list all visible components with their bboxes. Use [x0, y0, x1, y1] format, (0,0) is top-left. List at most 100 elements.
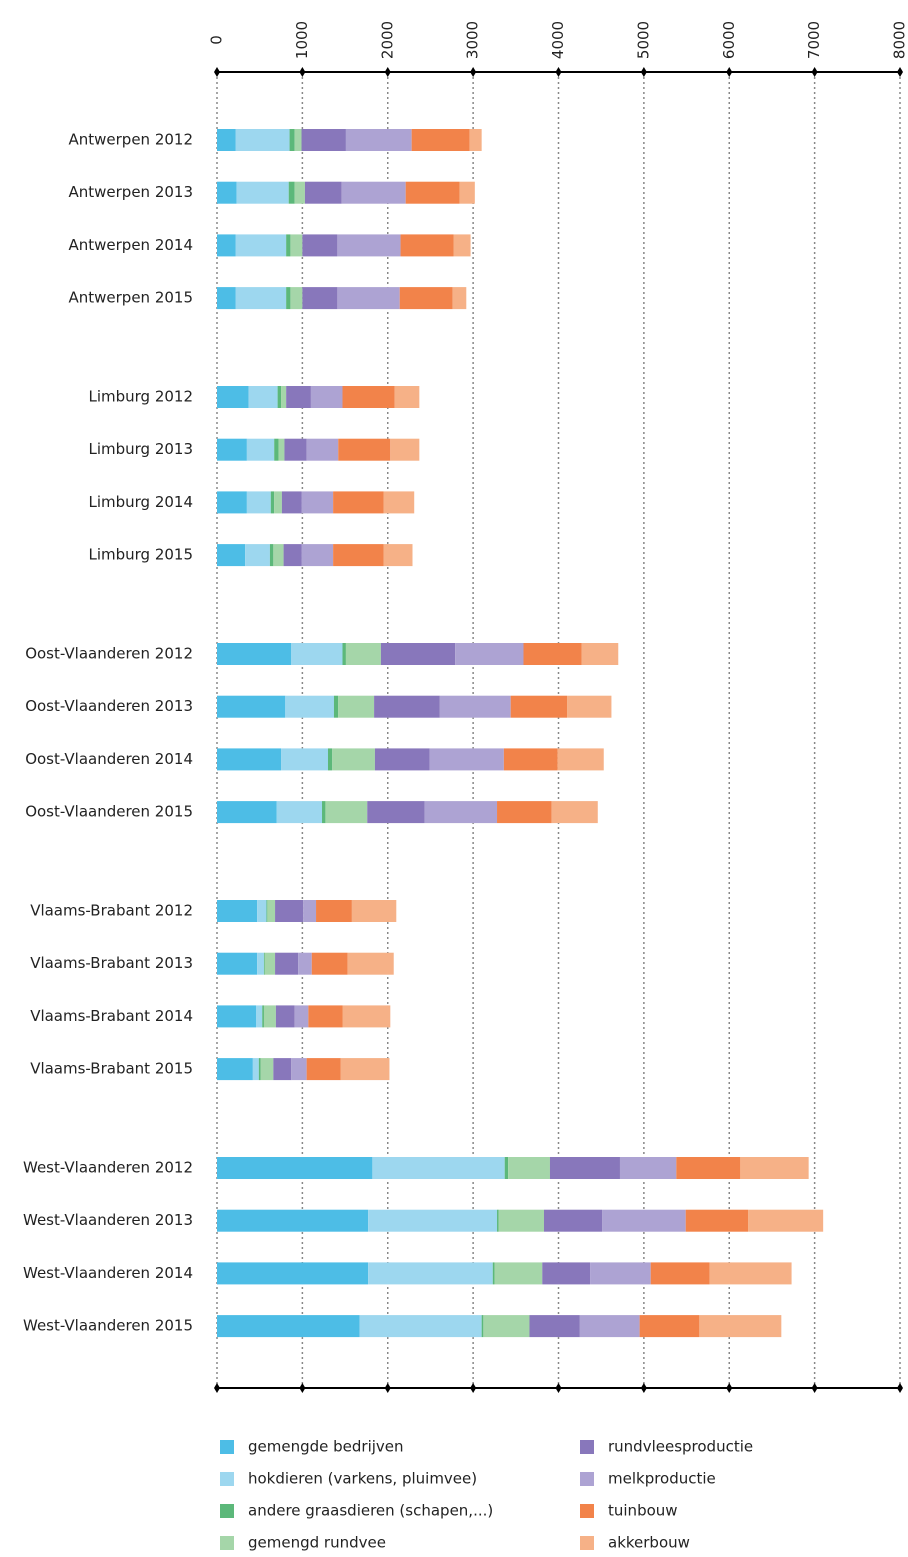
bar-segment [499, 1210, 544, 1232]
bar-segment [523, 643, 581, 665]
bar-segment [710, 1262, 792, 1284]
bar-segment [217, 491, 247, 513]
bar-segment [651, 1262, 710, 1284]
bar-segment [262, 1005, 264, 1027]
bar-segment [247, 491, 271, 513]
bar-segment [302, 287, 337, 309]
bar-segment [261, 1058, 274, 1080]
legend-swatch [580, 1440, 594, 1454]
bar-segment [337, 287, 399, 309]
bar-segment [544, 1210, 602, 1232]
bar-segment [497, 1210, 499, 1232]
bar-segment [346, 643, 381, 665]
bar-segment [285, 696, 334, 718]
bar-segment [511, 696, 567, 718]
bar-segment [348, 953, 394, 975]
bar-segment [325, 801, 367, 823]
bar-segment [333, 544, 383, 566]
bar-segment [281, 386, 286, 408]
bar-segment [430, 748, 504, 770]
bar-segment [740, 1157, 808, 1179]
bar-segment [338, 696, 374, 718]
bar-segment [337, 234, 400, 256]
bar-segment [217, 1157, 372, 1179]
x-tick-label: 7000 [805, 21, 823, 59]
bar-segment [217, 900, 257, 922]
bar-segment [343, 643, 346, 665]
bar-segment [284, 439, 306, 461]
y-tick-label: Vlaams-Brabant 2012 [30, 902, 193, 920]
bar-segment [343, 1005, 391, 1027]
x-tick-label: 4000 [549, 21, 567, 59]
bar-segment [217, 129, 236, 151]
bar-segment [383, 491, 414, 513]
bar-segment [275, 953, 298, 975]
x-tick-label: 1000 [293, 21, 311, 59]
bar-segment [217, 1315, 360, 1337]
bar-segment [282, 491, 302, 513]
bar-segment [455, 643, 523, 665]
bar-segment [424, 801, 497, 823]
bar-segment [290, 234, 302, 256]
bar-segment [286, 386, 311, 408]
legend-label: hokdieren (varkens, pluimvee) [248, 1470, 477, 1488]
y-tick-label: Antwerpen 2013 [68, 183, 193, 201]
bar-segment [542, 1262, 590, 1284]
bar-segment [259, 1058, 261, 1080]
bar-segment [453, 287, 467, 309]
bar-segment [284, 544, 302, 566]
bar-segment [582, 643, 619, 665]
bar-segment [341, 1058, 390, 1080]
x-tick-label: 6000 [720, 21, 738, 59]
bar-segment [470, 129, 482, 151]
y-tick-label: Antwerpen 2012 [68, 131, 193, 149]
y-tick-label: West-Vlaanderen 2014 [23, 1264, 193, 1282]
legend-label: melkproductie [608, 1470, 716, 1488]
bar-segment [590, 1262, 651, 1284]
y-tick-label: Limburg 2014 [88, 493, 193, 511]
bar-segment [338, 439, 390, 461]
bar-segment [302, 129, 346, 151]
bar-segment [482, 1315, 484, 1337]
bar-segment [360, 1315, 482, 1337]
bar-segment [440, 696, 511, 718]
legend-swatch [220, 1504, 234, 1518]
y-tick-label: Oost-Vlaanderen 2013 [25, 697, 193, 715]
bar-segment [236, 234, 286, 256]
bar-segment [286, 287, 290, 309]
legend-label: andere graasdieren (schapen,...) [248, 1502, 493, 1520]
bar-segment [217, 386, 249, 408]
bar-segment [367, 801, 424, 823]
bar-segment [217, 234, 236, 256]
bar-segment [567, 696, 611, 718]
legend-label: gemengde bedrijven [248, 1438, 404, 1456]
bar-segment [278, 439, 284, 461]
bar-segment [352, 900, 396, 922]
bar-segment [307, 439, 339, 461]
legend-swatch [220, 1440, 234, 1454]
bar-segment [676, 1157, 740, 1179]
legend-label: akkerbouw [608, 1534, 690, 1552]
bar-segment [257, 953, 264, 975]
bar-segment [508, 1157, 550, 1179]
bar-segment [322, 801, 325, 823]
bar-segment [217, 544, 245, 566]
y-tick-label: Limburg 2012 [88, 388, 193, 406]
bar-segment [381, 643, 455, 665]
bar-segment [550, 1157, 620, 1179]
bar-segment [265, 953, 275, 975]
bar-segment [504, 748, 558, 770]
bar-segment [275, 900, 303, 922]
legend-swatch [580, 1504, 594, 1518]
bar-segment [620, 1157, 676, 1179]
bar-segment [247, 439, 274, 461]
bar-segment [249, 386, 278, 408]
bar-segment [558, 748, 604, 770]
bar-segment [295, 1005, 309, 1027]
bar-segment [342, 182, 406, 204]
legend-swatch [580, 1472, 594, 1486]
bar-segment [302, 544, 334, 566]
bar-segment [316, 900, 352, 922]
bar-segment [686, 1210, 748, 1232]
